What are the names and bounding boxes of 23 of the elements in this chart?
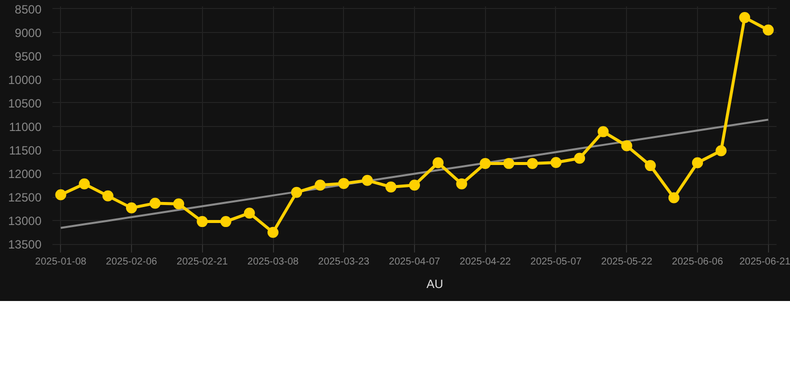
y-tick-label: 10500 — [8, 96, 42, 110]
text: AU — [426, 277, 444, 291]
x-tick-label: 2025-02-06 — [106, 256, 158, 268]
y-tick-label: 8500 — [14, 2, 42, 16]
x-tick-label: 2025-04-22 — [460, 256, 512, 268]
x-tick-label: 2025-06-06 — [672, 256, 724, 268]
x-tick-label: 2025-03-08 — [247, 256, 300, 268]
x-tick-label: 2025-01-08 — [35, 256, 87, 268]
y-tick-label: 13500 — [8, 238, 42, 252]
y-tick-label: 12500 — [8, 190, 42, 205]
y-tick-label: 9000 — [14, 26, 42, 40]
y-tick-label: 10000 — [8, 72, 42, 87]
x-tick-label: 2025-02-21 — [176, 256, 228, 268]
x-tick-label: 2025-06-21 — [739, 256, 790, 268]
y-tick-label: 9500 — [14, 49, 42, 64]
x-tick-label: 2025-04-07 — [388, 256, 441, 268]
x-tick-label: 2025-05-22 — [601, 256, 653, 268]
y-tick-label: 12000 — [8, 167, 42, 182]
y-tick-label: 13000 — [8, 214, 42, 228]
x-tick-label: 2025-03-23 — [318, 256, 370, 268]
y-tick-label: 11500 — [9, 144, 42, 158]
x-tick-label: 2025-05-07 — [530, 256, 582, 268]
y-tick-label: 11000 — [9, 120, 42, 134]
